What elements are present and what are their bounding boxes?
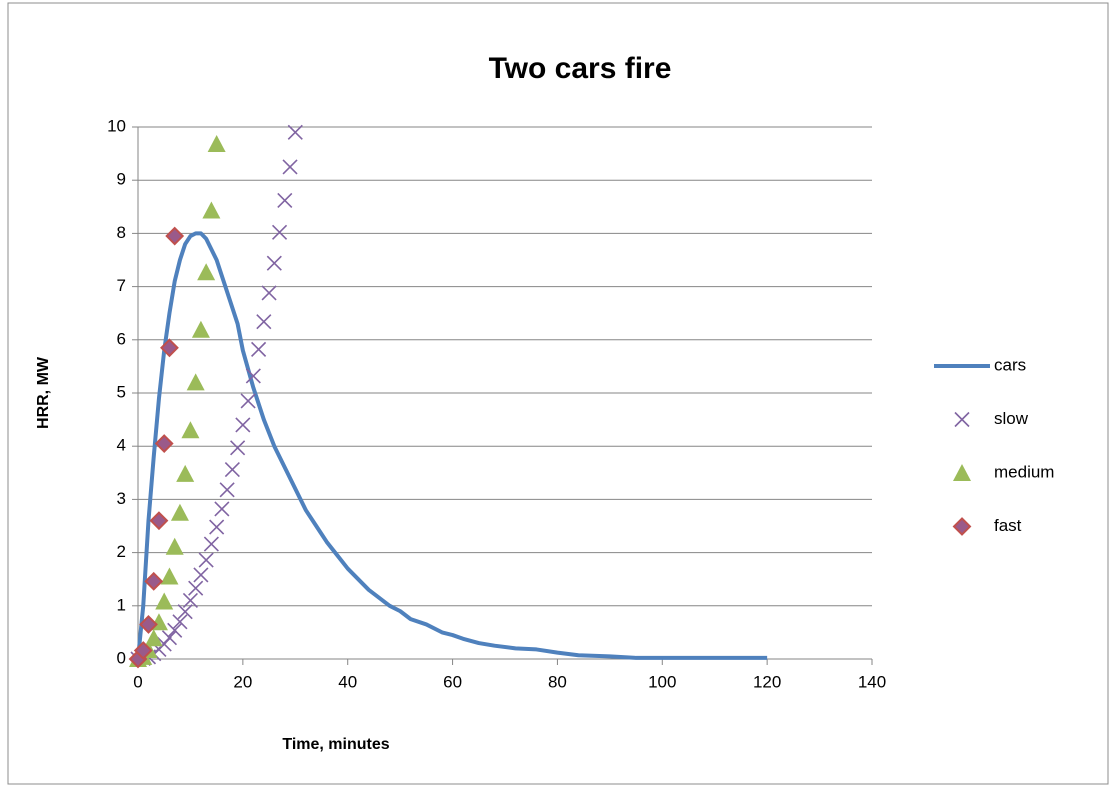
data-point (207, 135, 226, 153)
data-point (230, 440, 246, 456)
data-point (149, 511, 169, 531)
y-tick-label: 8 (117, 223, 126, 242)
data-point (203, 536, 219, 552)
data-point (133, 641, 153, 660)
legend-marker (954, 411, 970, 428)
data-point (156, 636, 172, 652)
data-point (251, 341, 267, 357)
data-point (144, 571, 164, 591)
data-point (282, 159, 298, 175)
data-point (172, 614, 188, 630)
x-tick-label: 100 (648, 672, 676, 691)
legend-label: medium (994, 462, 1054, 481)
data-point (161, 630, 178, 646)
y-tick-label: 1 (117, 595, 126, 614)
legend-marker (953, 464, 971, 481)
data-point (266, 255, 282, 271)
data-point (271, 224, 288, 240)
x-tick-label: 40 (338, 672, 357, 691)
data-point (181, 421, 200, 439)
data-point (193, 567, 209, 583)
data-point (287, 124, 303, 140)
data-point (261, 285, 277, 301)
x-tick-label: 0 (133, 672, 142, 691)
data-point (170, 503, 189, 521)
data-point (182, 592, 198, 609)
legend-label: cars (994, 355, 1026, 374)
y-tick-label: 7 (117, 276, 126, 295)
data-point (188, 580, 204, 596)
data-point (165, 226, 185, 246)
y-tick-label: 10 (107, 116, 126, 135)
y-tick-label: 6 (117, 329, 126, 348)
data-point (144, 629, 163, 647)
data-point (176, 464, 195, 482)
data-point (160, 567, 179, 585)
y-tick-label: 0 (117, 648, 126, 667)
data-point (160, 338, 179, 358)
data-point (155, 592, 174, 610)
data-point (219, 482, 235, 498)
x-tick-label: 120 (753, 672, 781, 691)
data-point (202, 201, 221, 219)
x-tick-label: 20 (233, 672, 252, 691)
data-point (139, 615, 158, 634)
y-tick-label: 5 (117, 382, 126, 401)
data-point (154, 434, 174, 453)
data-point (256, 314, 272, 330)
data-point (235, 417, 251, 433)
y-tick-label: 4 (117, 436, 126, 455)
data-point (209, 519, 225, 535)
x-tick-label: 140 (858, 672, 886, 691)
data-point (177, 604, 193, 620)
legend-label: fast (994, 516, 1022, 535)
data-line (136, 231, 768, 660)
data-point (214, 501, 230, 517)
data-point (197, 263, 216, 281)
y-axis-title: HRR, MW (35, 356, 52, 429)
data-point (198, 552, 214, 568)
x-axis-title: Time, minutes (282, 736, 389, 753)
data-point (191, 320, 210, 338)
chart-title: Two cars fire (489, 52, 672, 85)
data-point (167, 622, 183, 638)
y-tick-label: 3 (117, 489, 126, 508)
y-tick-label: 9 (117, 170, 126, 189)
y-tick-label: 2 (117, 542, 126, 561)
x-tick-label: 80 (548, 672, 567, 691)
data-point (186, 373, 205, 391)
data-point (165, 537, 184, 555)
data-point (245, 368, 261, 384)
data-point (240, 393, 256, 409)
data-point (224, 462, 240, 478)
data-point (277, 192, 293, 208)
x-tick-label: 60 (443, 672, 462, 691)
legend-marker (952, 517, 972, 536)
legend-label: slow (994, 409, 1029, 428)
